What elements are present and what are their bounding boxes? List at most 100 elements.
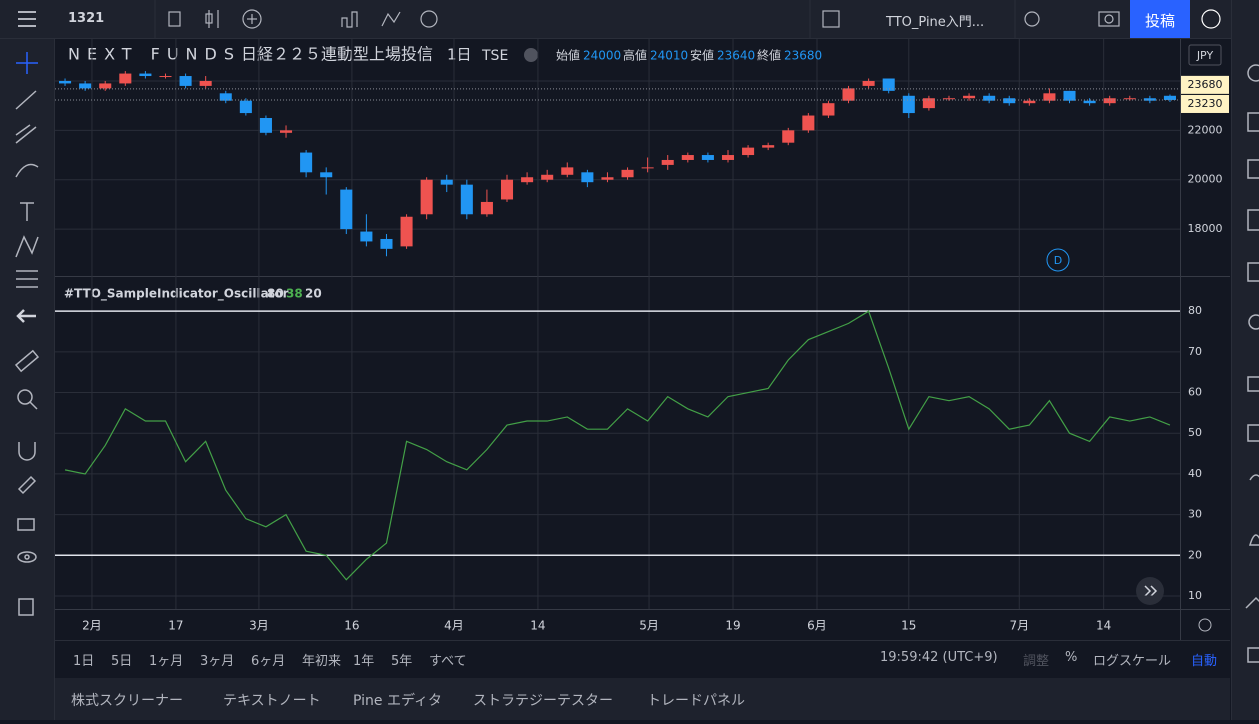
candle-body: [1043, 93, 1056, 101]
candle-body: [159, 76, 172, 78]
candle-body: [922, 98, 935, 109]
candle-body: [480, 201, 493, 215]
candle-body: [882, 78, 895, 91]
tab[interactable]: トレードパネル: [647, 693, 745, 709]
y-tick-label: 50: [1188, 426, 1202, 439]
candle-body: [561, 167, 574, 175]
candle-body: [983, 95, 996, 101]
dividend-marker[interactable]: [1046, 248, 1070, 272]
log-button[interactable]: ログスケール: [1093, 654, 1172, 669]
candle-body: [59, 80, 72, 84]
x-tick-label: 2月: [82, 619, 102, 633]
x-tick-label: 3月: [249, 619, 269, 633]
candle-body: [320, 172, 333, 178]
x-tick-label: 14: [1096, 619, 1111, 633]
ohlc-value: 23640: [717, 49, 755, 63]
candle-body: [942, 98, 955, 100]
candle-body: [259, 118, 272, 133]
y-tick-label: 20000: [1188, 173, 1223, 186]
candle-body: [721, 155, 735, 160]
collapse-button[interactable]: [524, 48, 538, 62]
symbol[interactable]: 1321: [68, 11, 105, 26]
candle-body: [1083, 100, 1096, 104]
candle-body: [360, 231, 373, 242]
x-tick-label: 16: [344, 619, 359, 633]
y-tick-label: 22000: [1188, 123, 1223, 136]
ohlc-label: 終値: [757, 48, 781, 63]
indicator-value: 20: [305, 287, 322, 301]
range-button[interactable]: 1日: [73, 654, 95, 669]
candle-body: [380, 238, 393, 249]
candle-body: [219, 93, 232, 101]
candle-body: [681, 155, 694, 160]
tab[interactable]: 株式スクリーナー: [71, 693, 183, 709]
candle-body: [79, 83, 92, 89]
percent-button[interactable]: %: [1065, 650, 1078, 665]
candle-body: [661, 159, 674, 165]
x-tick-label: 4月: [444, 619, 464, 633]
x-tick-label: 7月: [1009, 619, 1029, 633]
tab[interactable]: Pine エディタ: [353, 693, 442, 709]
range-button[interactable]: 6ヶ月: [251, 654, 286, 669]
dividend-label: D: [1054, 254, 1062, 267]
price-tag: [1181, 94, 1229, 113]
candle-body: [802, 115, 815, 131]
x-tick-label: 17: [168, 619, 183, 633]
auto-button[interactable]: 自動: [1191, 654, 1218, 669]
range-button[interactable]: 1ヶ月: [149, 654, 184, 669]
range-button[interactable]: 3ヶ月: [200, 654, 235, 669]
y-tick-label: 80: [1188, 304, 1202, 317]
currency: JPY: [1196, 49, 1214, 62]
oscillator-line: [64, 310, 1171, 581]
ohlc-value: 23680: [784, 49, 822, 63]
candle-body: [822, 103, 835, 116]
publish-button[interactable]: 投稿: [1130, 0, 1190, 38]
candle-body: [440, 179, 453, 185]
chart-bg: [55, 39, 1230, 640]
candle-body: [239, 100, 252, 114]
indicator-value: 38: [286, 287, 303, 301]
y-tick-label: 60: [1188, 386, 1202, 399]
price-tag-label: 23230: [1188, 97, 1223, 110]
chart-area: NEXT FUNDS 日経２２５連動型上場投信 1日 TSE JPY D #TT…: [55, 39, 1230, 640]
currency-box: [1188, 44, 1222, 66]
candle-body: [300, 152, 313, 173]
range-button[interactable]: 1年: [353, 654, 375, 669]
candle-body: [601, 177, 614, 180]
x-tick-label: 5月: [639, 619, 659, 633]
candle-body: [179, 76, 192, 86]
range-button[interactable]: 5年: [391, 654, 413, 669]
range-button[interactable]: 5日: [111, 654, 133, 669]
tab[interactable]: テキストノート: [223, 693, 321, 709]
price-tag: [1181, 75, 1229, 94]
range-button[interactable]: 年初来: [302, 654, 342, 669]
clock: 19:59:42 (UTC+9): [880, 650, 998, 665]
publish-label: 投稿: [1145, 12, 1176, 30]
y-tick-label: 30: [1188, 508, 1202, 521]
indicator-value: 80: [267, 287, 284, 301]
adjust-button[interactable]: 調整: [1023, 654, 1050, 669]
ohlc-label: 始値: [556, 48, 580, 63]
range-button[interactable]: すべて: [429, 654, 467, 669]
candle-body: [862, 80, 875, 86]
y-tick-label: 40: [1188, 467, 1202, 480]
candle-body: [400, 216, 413, 247]
x-tick-label: 19: [725, 619, 740, 633]
candle-body: [280, 130, 293, 133]
price-tag-label: 23680: [1188, 78, 1223, 91]
candle-body: [1063, 90, 1076, 101]
y-tick-label: 70: [1188, 345, 1202, 358]
tab[interactable]: ストラテジーテスター: [473, 693, 613, 709]
y-tick-label: 18000: [1188, 222, 1223, 235]
candle-body: [139, 73, 152, 77]
layout-name[interactable]: TTO_Pine入門...: [886, 15, 985, 30]
settings-icon[interactable]: [1198, 618, 1212, 632]
candle-body: [762, 145, 775, 148]
candle-body: [420, 179, 433, 215]
y-tick-label: 10: [1188, 589, 1202, 602]
right-sidebar: [1231, 0, 1259, 720]
sidebar-icons: [1245, 64, 1259, 663]
candle-body: [500, 179, 514, 200]
candle-body: [902, 95, 915, 114]
